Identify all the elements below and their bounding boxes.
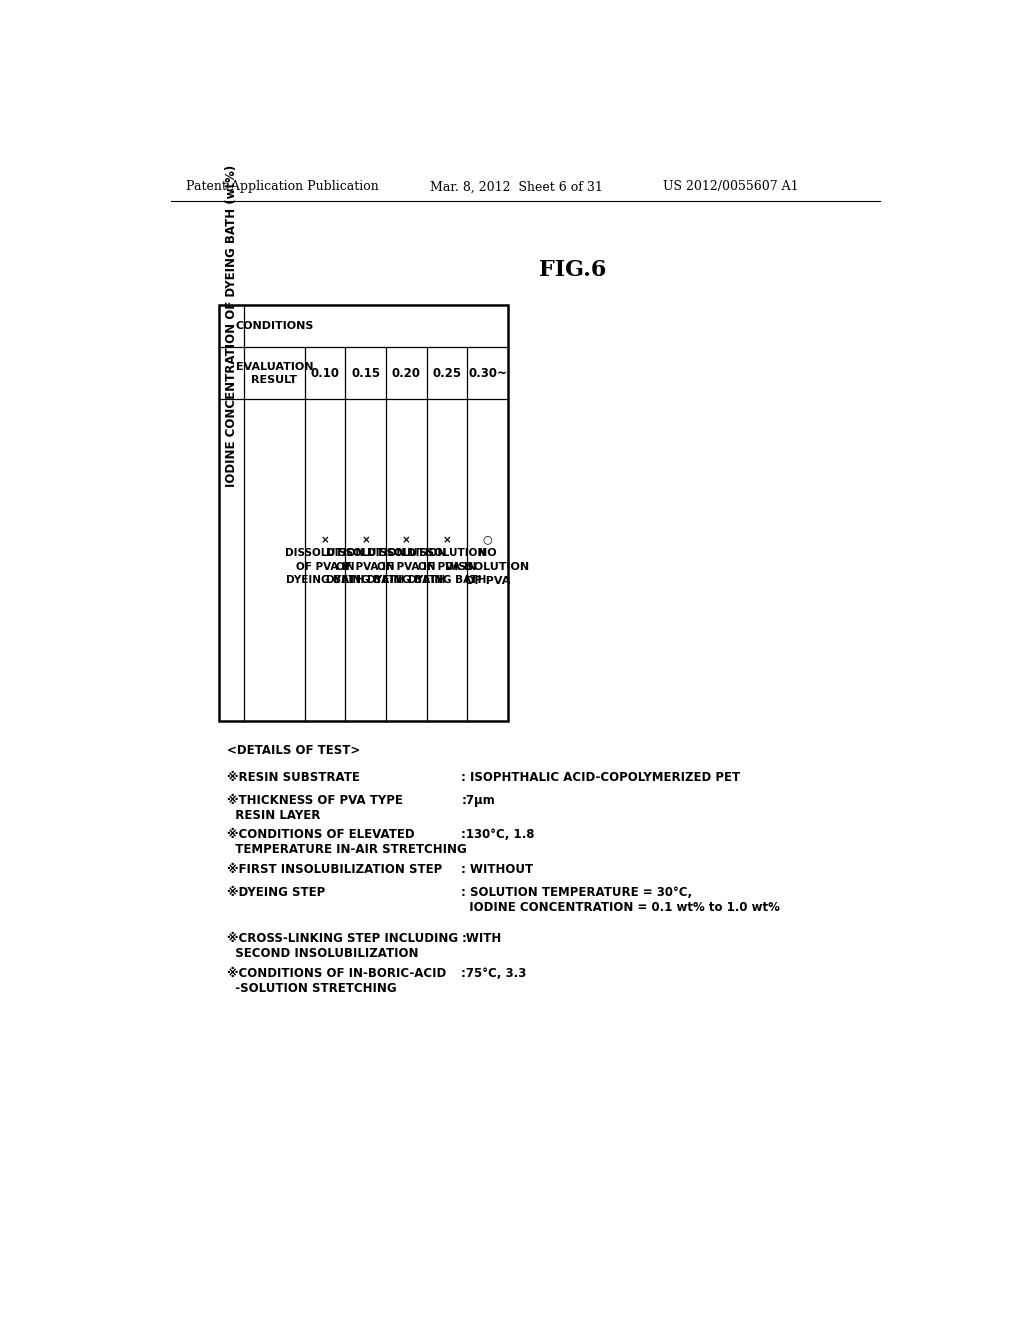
Text: CONDITIONS: CONDITIONS xyxy=(236,321,313,331)
Text: ○
NO
DISSOLUTION
OF PVA: ○ NO DISSOLUTION OF PVA xyxy=(445,535,529,586)
Text: ×
DISSOLUTION
OF PVA IN
DYEING BATH: × DISSOLUTION OF PVA IN DYEING BATH xyxy=(367,535,445,585)
Text: IODINE CONCENTRATION OF DYEING BATH (wt%): IODINE CONCENTRATION OF DYEING BATH (wt%… xyxy=(225,165,239,487)
Text: ※CONDITIONS OF ELEVATED
  TEMPERATURE IN-AIR STRETCHING: ※CONDITIONS OF ELEVATED TEMPERATURE IN-A… xyxy=(227,829,467,857)
Text: ※THICKNESS OF PVA TYPE
  RESIN LAYER: ※THICKNESS OF PVA TYPE RESIN LAYER xyxy=(227,793,403,821)
Text: :130°C, 1.8: :130°C, 1.8 xyxy=(461,829,535,841)
Text: ×
DISSOLUTION
OF PVA IN
DYEING BATH: × DISSOLUTION OF PVA IN DYEING BATH xyxy=(408,535,486,585)
Text: 0.30~: 0.30~ xyxy=(468,367,507,380)
Text: 0.15: 0.15 xyxy=(351,367,380,380)
Text: ×
DISSOLUTION
OF PVA IN
DYEING BATH: × DISSOLUTION OF PVA IN DYEING BATH xyxy=(286,535,365,585)
Text: Patent Application Publication: Patent Application Publication xyxy=(186,181,379,194)
Text: : WITHOUT: : WITHOUT xyxy=(461,863,534,876)
Text: ※CONDITIONS OF IN-BORIC-ACID
  -SOLUTION STRETCHING: ※CONDITIONS OF IN-BORIC-ACID -SOLUTION S… xyxy=(227,966,446,995)
Text: ※FIRST INSOLUBILIZATION STEP: ※FIRST INSOLUBILIZATION STEP xyxy=(227,863,442,876)
Text: Mar. 8, 2012  Sheet 6 of 31: Mar. 8, 2012 Sheet 6 of 31 xyxy=(430,181,603,194)
Text: FIG.6: FIG.6 xyxy=(539,259,606,281)
Text: ×
DISSOLUTION
OF PVA IN
DYEING BATH: × DISSOLUTION OF PVA IN DYEING BATH xyxy=(326,535,406,585)
Text: <DETAILS OF TEST>: <DETAILS OF TEST> xyxy=(227,743,360,756)
Text: :WITH: :WITH xyxy=(461,932,502,945)
Text: 0.20: 0.20 xyxy=(392,367,421,380)
Text: ※DYEING STEP: ※DYEING STEP xyxy=(227,886,326,899)
Text: EVALUATION
RESULT: EVALUATION RESULT xyxy=(236,362,313,385)
Text: 0.25: 0.25 xyxy=(432,367,462,380)
Text: :75°C, 3.3: :75°C, 3.3 xyxy=(461,966,526,979)
Bar xyxy=(219,305,508,721)
Text: 0.10: 0.10 xyxy=(310,367,340,380)
Text: : SOLUTION TEMPERATURE = 30°C,
  IODINE CONCENTRATION = 0.1 wt% to 1.0 wt%: : SOLUTION TEMPERATURE = 30°C, IODINE CO… xyxy=(461,886,780,913)
Text: :7μm: :7μm xyxy=(461,793,495,807)
Text: ※CROSS-LINKING STEP INCLUDING
  SECOND INSOLUBILIZATION: ※CROSS-LINKING STEP INCLUDING SECOND INS… xyxy=(227,932,459,960)
Text: : ISOPHTHALIC ACID-COPOLYMERIZED PET: : ISOPHTHALIC ACID-COPOLYMERIZED PET xyxy=(461,771,740,784)
Text: ※RESIN SUBSTRATE: ※RESIN SUBSTRATE xyxy=(227,771,360,784)
Text: US 2012/0055607 A1: US 2012/0055607 A1 xyxy=(663,181,799,194)
